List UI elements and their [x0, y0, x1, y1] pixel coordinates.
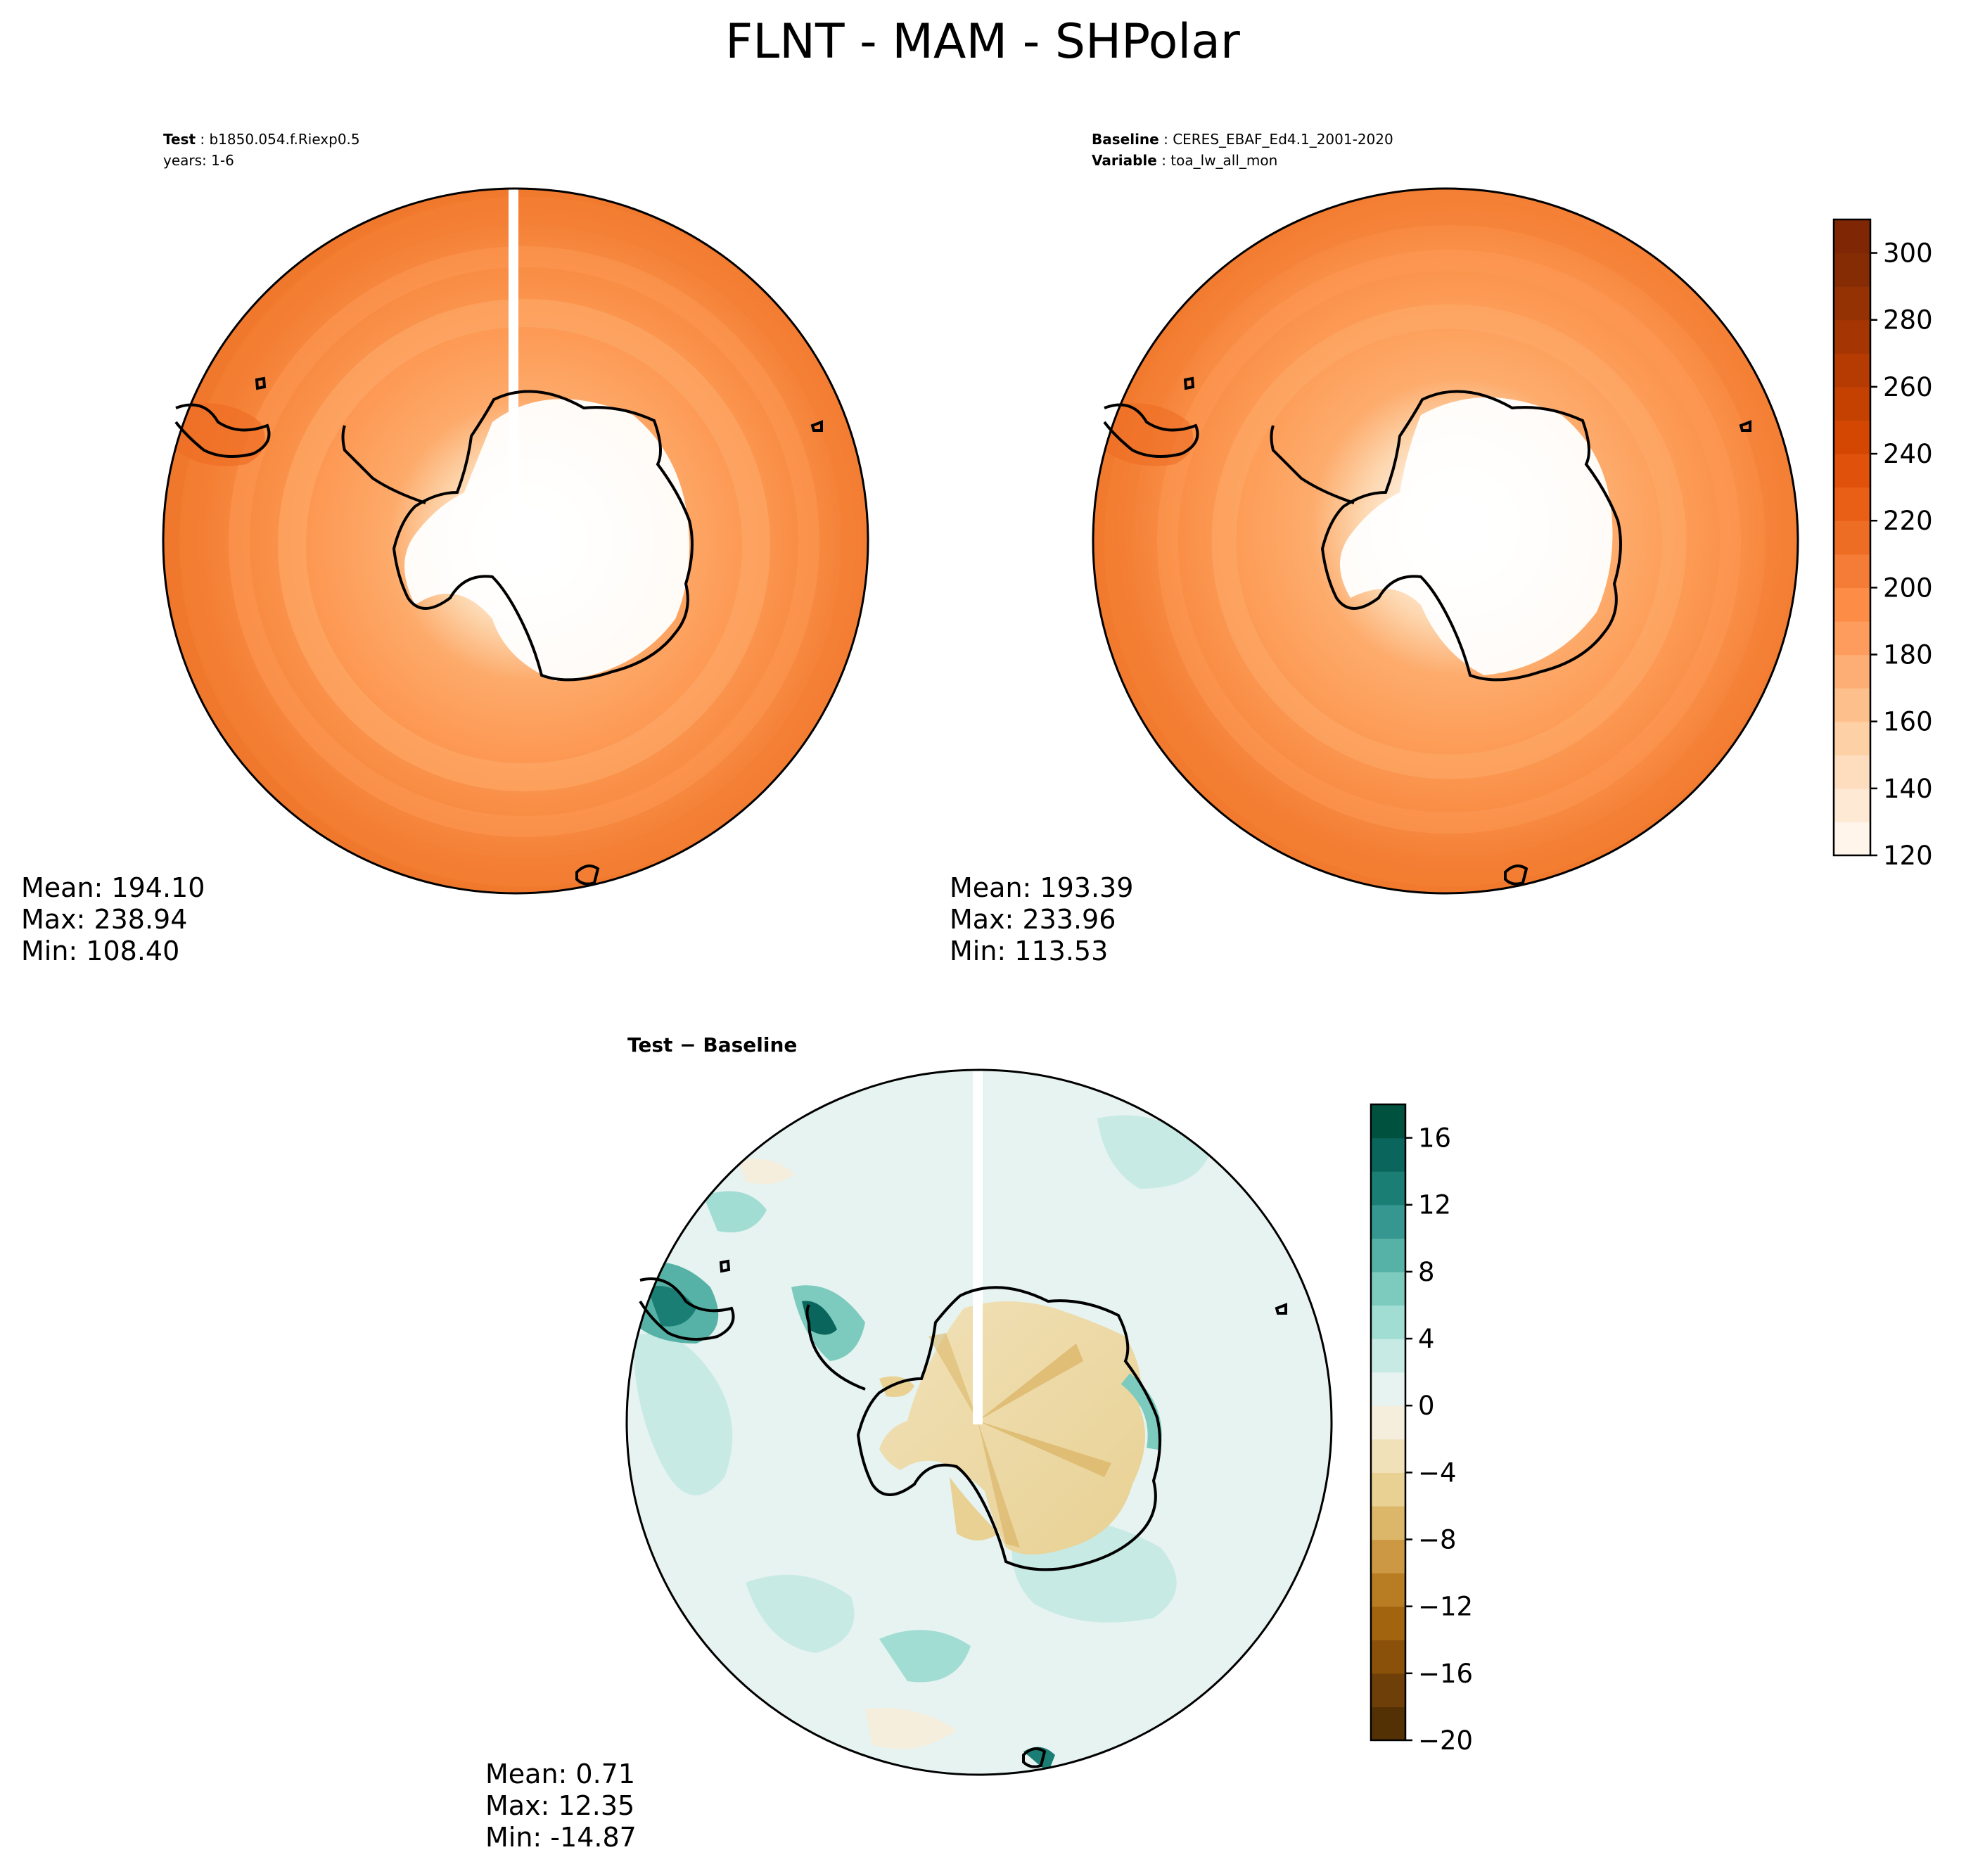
diff-title: Test − Baseline — [627, 1033, 797, 1057]
main-colorbar-swatch — [1834, 219, 1870, 254]
test-stat-min: Min: 108.40 — [21, 936, 179, 966]
panel-diff: Test − Baseline — [485, 1033, 1333, 1853]
main-colorbar-swatch — [1834, 654, 1870, 689]
main-colorbar-tick-label: 220 — [1883, 506, 1933, 536]
diff-colorbar-swatch — [1371, 1372, 1405, 1406]
baseline-label-key: Baseline — [1092, 131, 1159, 148]
baseline-stat-mean: Mean: 193.39 — [950, 872, 1133, 903]
main-colorbar-swatch — [1834, 253, 1870, 287]
diff-colorbar-tick-label: 12 — [1418, 1190, 1451, 1220]
diff-colorbar-swatch — [1371, 1137, 1405, 1172]
baseline-stat-max: Max: 233.96 — [950, 904, 1116, 935]
main-colorbar-tick-label: 240 — [1883, 439, 1933, 469]
diff-colorbar-swatch — [1371, 1472, 1405, 1507]
test-label-key: Test — [163, 131, 196, 148]
diff-stat-mean: Mean: 0.71 — [485, 1759, 635, 1789]
diff-colorbar-swatch — [1371, 1706, 1405, 1741]
diff-colorbar-tick-label: 8 — [1418, 1257, 1435, 1287]
test-stat-mean: Mean: 194.10 — [21, 872, 205, 903]
main-colorbar-tick-label: 200 — [1883, 573, 1933, 603]
test-stat-max: Max: 238.94 — [21, 904, 187, 935]
test-map-frame — [162, 187, 869, 895]
test-label-value: b1850.054.f.Riexp0.5 — [209, 131, 359, 148]
baseline-var-key: Variable — [1092, 152, 1157, 169]
main-colorbar-swatch — [1834, 319, 1870, 354]
diff-colorbar-swatch — [1371, 1171, 1405, 1206]
diff-colorbar-frame — [1370, 1103, 1407, 1742]
diff-colorbar-swatch — [1371, 1405, 1405, 1440]
diff-colorbar-tick-label: 0 — [1418, 1391, 1435, 1421]
diff-colorbar-swatch — [1371, 1305, 1405, 1339]
diff-colorbar-swatch — [1371, 1438, 1405, 1473]
diff-stat-max: Max: 12.35 — [485, 1790, 634, 1821]
baseline-label-value: CERES_EBAF_Ed4.1_2001-2020 — [1173, 131, 1393, 148]
main-colorbar-swatch — [1834, 554, 1870, 588]
main-colorbar-swatch — [1834, 721, 1870, 755]
panel-test: Test : b1850.054.f.Riexp0.5 years: 1-6 — [21, 131, 869, 966]
main-colorbar-tick-label: 140 — [1883, 774, 1933, 804]
diff-stat-min: Min: -14.87 — [485, 1822, 637, 1853]
diff-colorbar-tick-label: −20 — [1418, 1725, 1473, 1756]
diff-colorbar-tick-label: −16 — [1418, 1659, 1473, 1689]
main-colorbar-swatch — [1834, 587, 1870, 622]
main-colorbar-tick-label: 180 — [1883, 640, 1933, 670]
diff-stats: Mean: 0.71 Max: 12.35 Min: -14.87 — [485, 1759, 637, 1853]
diff-colorbar-swatch — [1371, 1339, 1405, 1373]
diff-colorbar-tick-label: 4 — [1418, 1324, 1435, 1354]
main-colorbar-swatch — [1834, 755, 1870, 789]
diff-colorbar-swatch — [1371, 1238, 1405, 1272]
test-stats: Mean: 194.10 Max: 238.94 Min: 108.40 — [21, 872, 205, 966]
main-colorbar-swatch — [1834, 487, 1870, 521]
baseline-label: Baseline : CERES_EBAF_Ed4.1_2001-2020 — [1092, 131, 1393, 148]
main-colorbar-swatch — [1834, 788, 1870, 823]
main-colorbar-swatch — [1834, 286, 1870, 321]
diff-colorbar-swatch — [1371, 1673, 1405, 1708]
diff-colorbar-swatch — [1371, 1104, 1405, 1139]
main-colorbar: 120 140 160 180 200 220 240 260 280 300 — [1832, 218, 1933, 871]
main-colorbar-tick-label: 300 — [1883, 238, 1933, 269]
test-coastline — [174, 376, 823, 886]
main-colorbar-tick-label: 280 — [1883, 305, 1933, 336]
main-colorbar-swatch — [1834, 454, 1870, 488]
diff-colorbar-tick-label: −12 — [1418, 1592, 1473, 1622]
diff-colorbar-swatch — [1371, 1271, 1405, 1306]
panel-baseline: Baseline : CERES_EBAF_Ed4.1_2001-2020 Va… — [950, 131, 1799, 966]
diff-colorbar-tick-label: −4 — [1418, 1457, 1457, 1488]
diff-colorbar-swatch — [1371, 1539, 1405, 1574]
figure-title: FLNT - MAM - SHPolar — [725, 14, 1240, 70]
main-colorbar-tick-label: 260 — [1883, 372, 1933, 402]
main-colorbar-swatch — [1834, 353, 1870, 388]
baseline-stats: Mean: 193.39 Max: 233.96 Min: 113.53 — [950, 872, 1133, 966]
diff-colorbar-tick-label: 16 — [1418, 1123, 1451, 1154]
main-colorbar-swatch — [1834, 822, 1870, 856]
main-colorbar-swatch — [1834, 386, 1870, 421]
diff-coastline — [639, 1259, 1287, 1768]
diff-colorbar-swatch — [1371, 1606, 1405, 1640]
diff-colorbar-tick-label: −8 — [1418, 1525, 1457, 1555]
baseline-stat-min: Min: 113.53 — [950, 936, 1108, 966]
diff-colorbar-swatch — [1371, 1204, 1405, 1239]
main-colorbar-swatch — [1834, 688, 1870, 722]
main-colorbar-frame — [1832, 218, 1872, 857]
test-map — [163, 189, 868, 893]
main-colorbar-swatch — [1834, 620, 1870, 656]
test-years: years: 1-6 — [163, 152, 234, 169]
diff-map — [627, 1070, 1332, 1775]
baseline-coastline — [1103, 376, 1751, 886]
diff-colorbar-swatch — [1371, 1505, 1405, 1540]
main-colorbar-tick-label: 160 — [1883, 707, 1933, 737]
baseline-var-value: toa_lw_all_mon — [1170, 152, 1277, 169]
diff-colorbar: 16 12 8 4 0 −4 −8 −12 −16 −20 — [1370, 1103, 1473, 1756]
test-label: Test : b1850.054.f.Riexp0.5 — [163, 131, 360, 148]
diff-map-frame — [625, 1068, 1333, 1776]
diff-colorbar-swatch — [1371, 1573, 1405, 1607]
diff-colorbar-swatch — [1371, 1640, 1405, 1674]
baseline-variable: Variable : toa_lw_all_mon — [1092, 152, 1277, 169]
main-colorbar-swatch — [1834, 420, 1870, 454]
baseline-map — [1093, 189, 1798, 893]
baseline-map-frame — [1092, 187, 1799, 895]
main-colorbar-tick-label: 120 — [1883, 841, 1933, 871]
main-colorbar-swatch — [1834, 521, 1870, 555]
